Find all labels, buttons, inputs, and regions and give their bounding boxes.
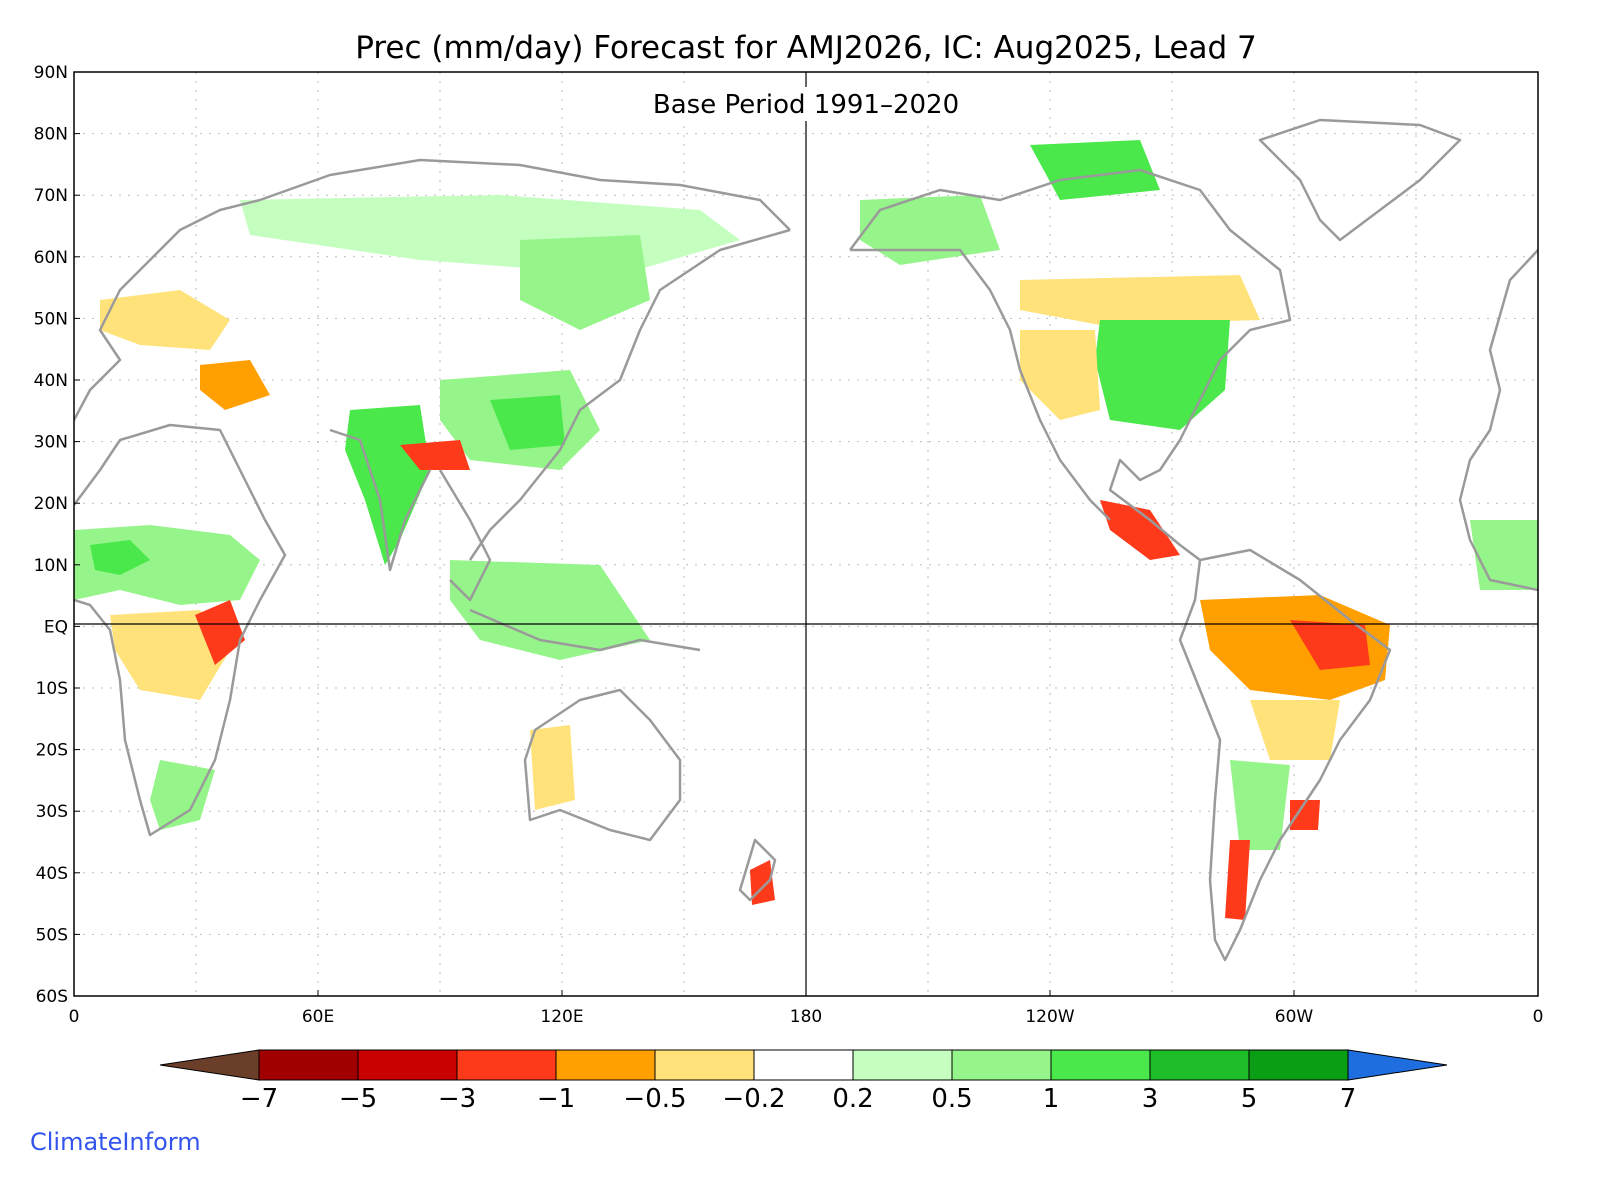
- lat-tick-label: 80N: [34, 125, 68, 145]
- lon-tick-label: 0: [1533, 1007, 1544, 1027]
- coast-indonesia: [469, 608, 701, 652]
- map-subtitle: Base Period 1991–2020: [653, 90, 959, 120]
- lon-tick-label: 120W: [1025, 1007, 1074, 1027]
- colorbar-label: −1: [537, 1084, 575, 1114]
- coast-south-america: [1178, 548, 1392, 962]
- anomaly-region-himalaya-dry: [400, 440, 470, 470]
- colorbar-label: 0.5: [931, 1084, 972, 1114]
- colorbar-under-triangle: [159, 1049, 260, 1081]
- map-title: Prec (mm/day) Forecast for AMJ2026, IC: …: [355, 30, 1257, 66]
- anomaly-region-southern-africa: [150, 760, 215, 830]
- anomaly-region-amazon-core: [1290, 620, 1370, 670]
- coast-greenland: [1258, 118, 1462, 242]
- anomaly-region-alaska: [860, 195, 1000, 265]
- precip-anomaly-field: [74, 140, 1538, 920]
- anomaly-region-south-america-south: [1230, 760, 1290, 850]
- lat-tick-label: 60S: [36, 987, 68, 1007]
- coast-north-america-west: [850, 248, 1111, 521]
- anomaly-region-mediterranean: [200, 360, 270, 410]
- lat-tick-label: 20N: [34, 494, 68, 514]
- lat-tick-label: 10N: [34, 556, 68, 576]
- anomaly-region-west-africa-right: [1470, 520, 1538, 590]
- lon-tick-label: 60E: [302, 1007, 334, 1027]
- colorbar-cell: [1149, 1049, 1250, 1081]
- colorbar-label: −0.5: [623, 1084, 686, 1114]
- lat-tick-label: 70N: [34, 186, 68, 206]
- colorbar-cell: [456, 1049, 557, 1081]
- lon-tick-label: 0: [69, 1007, 80, 1027]
- colorbar-label: 1: [1043, 1084, 1060, 1114]
- anomaly-region-chile: [1225, 840, 1250, 920]
- lat-tick-label: 50S: [36, 925, 68, 945]
- coast-asia-east: [468, 228, 791, 561]
- anomaly-region-us-east: [1095, 320, 1230, 430]
- coast-eurasia-north: [259, 158, 791, 231]
- coast-africa: [74, 423, 287, 837]
- anomaly-region-canada-south: [1020, 275, 1260, 325]
- lat-tick-label: 20S: [36, 741, 68, 761]
- coastlines: [74, 118, 1538, 962]
- anomaly-region-central-america: [1100, 500, 1180, 560]
- longitude-axis: 0 60E 120E 180 120W 60W 0: [69, 990, 1544, 1027]
- colorbar-label: 7: [1340, 1084, 1357, 1114]
- anomaly-region-maritime: [450, 560, 650, 660]
- colorbar-cell: [555, 1049, 656, 1081]
- lat-tick-label: 10S: [36, 679, 68, 699]
- colorbar-label: 0.2: [832, 1084, 873, 1114]
- lat-tick-label: 60N: [34, 248, 68, 268]
- colorbar-cell: [1248, 1049, 1349, 1081]
- colorbar-cell: [654, 1049, 755, 1081]
- lon-tick-label: 120E: [540, 1007, 583, 1027]
- lon-tick-label: 180: [790, 1007, 822, 1027]
- lat-tick-label: 50N: [34, 309, 68, 329]
- lat-tick-label: 30N: [34, 433, 68, 453]
- coast-europe: [74, 198, 261, 421]
- lat-tick-label: 90N: [34, 63, 68, 83]
- coast-se-asia: [438, 469, 492, 602]
- coast-north-america: [849, 168, 1292, 561]
- anomaly-region-russia-east: [520, 235, 650, 330]
- subtitle-bg: [610, 87, 1000, 121]
- coast-australia: [523, 688, 682, 842]
- anomaly-region-australia-west: [530, 725, 575, 810]
- lon-tick-label: 60W: [1275, 1007, 1314, 1027]
- colorbar-label: −5: [339, 1084, 377, 1114]
- latitude-axis: 90N 80N 70N 60N 50N 40N 30N 20N 10N EQ 10S 20S 30S 40…: [34, 63, 80, 1007]
- colorbar: −7 −5 −3 −1 −0.5 −0.2 0.2 0.5 1 3 5 7: [159, 1049, 1448, 1114]
- colorbar-label: −7: [240, 1084, 278, 1114]
- colorbar-label: 3: [1142, 1084, 1159, 1114]
- colorbar-cell: [357, 1049, 458, 1081]
- anomaly-region-europe: [100, 290, 230, 350]
- credit-label: ClimateInform: [30, 1128, 201, 1156]
- lat-tick-label: EQ: [44, 617, 68, 637]
- colorbar-cell: [753, 1049, 854, 1081]
- colorbar-cell: [852, 1049, 953, 1081]
- colorbar-cell: [951, 1049, 1052, 1081]
- lat-tick-label: 40N: [34, 371, 68, 391]
- anomaly-region-central-africa: [110, 610, 230, 700]
- anomaly-region-east-africa-dry: [195, 600, 245, 665]
- colorbar-label: 5: [1241, 1084, 1258, 1114]
- lat-tick-label: 40S: [36, 864, 68, 884]
- colorbar-label: −3: [438, 1084, 476, 1114]
- anomaly-region-canada-north: [1030, 140, 1160, 200]
- anomaly-region-east-asia-core: [490, 395, 565, 450]
- coast-india: [329, 428, 432, 572]
- anomaly-region-amazon: [1200, 595, 1390, 700]
- anomaly-region-sahel-core: [90, 540, 150, 575]
- colorbar-cell: [1050, 1049, 1151, 1081]
- anomaly-region-us-west: [1020, 330, 1100, 420]
- anomaly-region-uruguay: [1290, 800, 1320, 830]
- anomaly-region-brazil-south: [1250, 700, 1340, 760]
- colorbar-cell: [258, 1049, 359, 1081]
- colorbar-label: −0.2: [722, 1084, 785, 1114]
- lat-tick-label: 30S: [36, 802, 68, 822]
- colorbar-over-triangle: [1347, 1049, 1448, 1081]
- coast-new-zealand: [738, 838, 777, 902]
- coast-europe-right: [1458, 249, 1538, 592]
